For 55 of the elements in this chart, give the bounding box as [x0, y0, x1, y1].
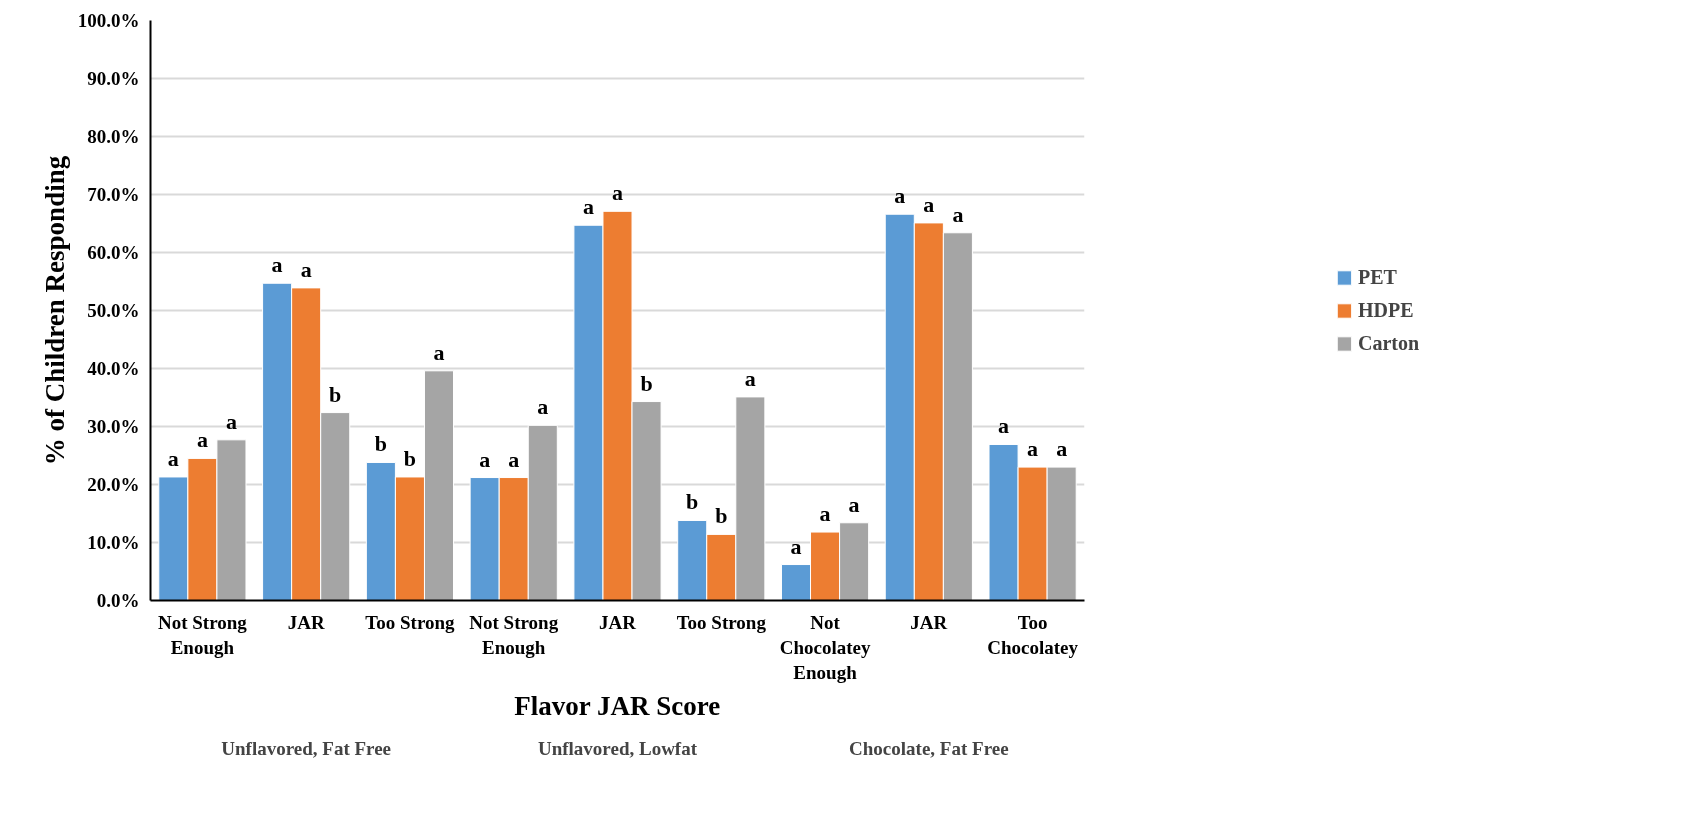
data-label: a [819, 501, 831, 527]
data-label: a [952, 201, 964, 227]
data-label: b [329, 381, 342, 407]
y-tick-label: 0.0% [96, 590, 140, 611]
data-label: a [1056, 436, 1068, 462]
data-label: a [167, 445, 179, 471]
x-tick-label: Not Chocolatey Enough [779, 611, 871, 683]
data-label: a [271, 252, 283, 278]
text: Chocolate, Fat Free [849, 737, 1009, 759]
data-label: a [998, 413, 1010, 439]
x-tick-label: JAR [910, 611, 948, 633]
data-label: a [479, 446, 491, 472]
data-label: b [640, 370, 653, 396]
y-tick-label: 30.0% [87, 416, 140, 437]
y-tick-label: 20.0% [87, 474, 140, 495]
y-tick-label: 10.0% [87, 532, 140, 553]
y-tick-label: 80.0% [87, 126, 140, 147]
data-label: a [196, 427, 208, 453]
x-tick-label: Not Strong Enough [469, 611, 559, 658]
x-tick-label: Too Strong [365, 611, 456, 633]
data-label: a [744, 365, 756, 391]
y-tick-label: 100.0% [77, 10, 140, 31]
y-tick-label: 40.0% [87, 358, 140, 379]
data-label: a [537, 394, 549, 420]
x-tick-label: JAR [287, 611, 325, 633]
data-label: a [300, 256, 312, 282]
data-label: b [374, 431, 388, 457]
x-tick-label: JAR [599, 611, 637, 633]
data-label: a [1027, 436, 1039, 462]
legend-label: Carton [1357, 331, 1420, 355]
text: Unflavored, Fat Free [221, 737, 392, 759]
data-label: b [686, 489, 699, 515]
y-tick-label: 70.0% [87, 184, 140, 205]
y-tick-label: 60.0% [87, 242, 140, 263]
x-axis-title: Flavor JAR Score [514, 690, 721, 721]
data-label: a [582, 194, 594, 220]
data-label: a [433, 339, 445, 365]
legend-label: PET [1357, 265, 1397, 289]
data-label: b [715, 503, 728, 529]
data-label: a [894, 183, 906, 209]
legend-label: HDPE [1357, 298, 1414, 322]
y-tick-label: 90.0% [87, 68, 140, 89]
data-label: a [508, 446, 520, 472]
x-tick-label: Too Strong [676, 611, 767, 633]
x-tick-label: Too Chocolatey [987, 611, 1079, 658]
data-label: b [403, 445, 417, 471]
y-axis-title: % of Children Responding [39, 155, 70, 466]
data-label: a [923, 191, 935, 217]
text: Unflavored, Lowfat [537, 737, 698, 759]
data-label: a [612, 180, 623, 206]
data-label: a [790, 533, 802, 559]
data-label: a [848, 491, 860, 517]
data-label: a [225, 408, 237, 434]
x-tick-label: Not Strong Enough [157, 611, 248, 658]
y-tick-label: 50.0% [87, 300, 140, 321]
